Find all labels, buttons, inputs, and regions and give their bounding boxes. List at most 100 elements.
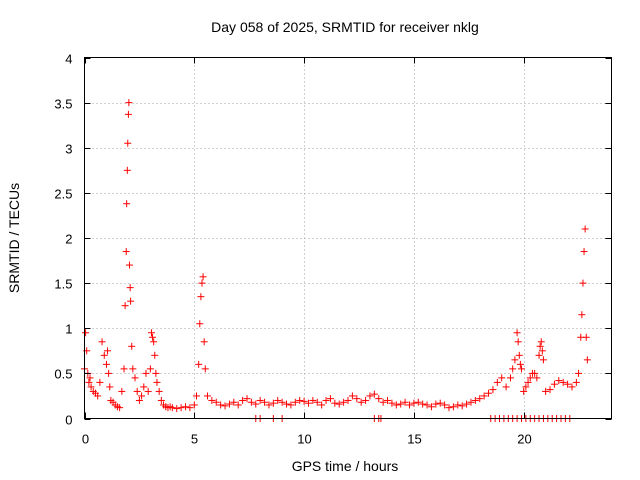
data-point <box>201 365 209 373</box>
data-point <box>98 338 106 346</box>
data-point <box>123 200 131 208</box>
data-point <box>575 369 583 377</box>
data-point <box>177 404 185 412</box>
data-point <box>196 320 204 328</box>
data-point <box>291 398 299 406</box>
data-point <box>129 365 137 373</box>
data-point <box>522 383 530 391</box>
x-tick-label: 10 <box>297 432 311 447</box>
data-point <box>335 400 343 408</box>
data-point <box>582 333 590 341</box>
x-tick-label: 20 <box>517 432 531 447</box>
data-point <box>138 392 146 400</box>
data-point <box>212 398 220 406</box>
data-point <box>546 386 554 394</box>
data-point <box>476 395 484 403</box>
data-point <box>427 403 435 411</box>
data-point <box>379 398 387 406</box>
data-point <box>208 396 216 404</box>
data-point <box>146 365 154 373</box>
y-tick-label: 3 <box>65 142 72 157</box>
data-point <box>538 347 546 355</box>
data-point <box>197 293 205 301</box>
y-tick-label: 2 <box>65 232 72 247</box>
data-point <box>506 374 514 382</box>
data-point <box>511 356 519 364</box>
data-point <box>186 404 194 412</box>
data-point <box>157 396 165 404</box>
data-point <box>515 351 523 359</box>
data-point <box>149 333 157 341</box>
data-point <box>384 396 392 404</box>
data-point <box>555 377 563 385</box>
data-point <box>135 396 143 404</box>
data-points <box>81 99 591 422</box>
data-point <box>140 383 148 391</box>
data-point <box>102 360 110 368</box>
data-point <box>580 248 588 256</box>
y-tick-label: 2.5 <box>54 187 72 202</box>
data-point <box>572 378 580 386</box>
data-point <box>542 387 550 395</box>
x-axis-label: GPS time / hours <box>292 458 399 474</box>
data-point <box>142 369 150 377</box>
chart-title: Day 058 of 2025, SRMTID for receiver nkl… <box>211 19 479 35</box>
data-point <box>296 396 304 404</box>
data-point <box>304 399 312 407</box>
data-point <box>410 399 418 407</box>
data-point <box>123 166 131 174</box>
data-point <box>124 110 132 118</box>
data-point <box>480 392 488 400</box>
data-point <box>82 329 90 337</box>
data-point <box>200 338 208 346</box>
data-point <box>401 398 409 406</box>
axis-ticks: 0 0.5 1 1.5 2 2.5 3 3.5 4 0 5 10 15 20 <box>54 52 612 447</box>
data-point <box>509 365 517 373</box>
data-point <box>173 405 181 413</box>
data-point <box>151 351 159 359</box>
data-point <box>432 400 440 408</box>
data-point <box>313 398 321 406</box>
data-point <box>247 398 255 406</box>
data-point <box>230 398 238 406</box>
data-point <box>221 402 229 410</box>
data-point <box>131 374 139 382</box>
data-point <box>168 404 176 412</box>
data-point <box>463 400 471 408</box>
data-point <box>467 398 475 406</box>
data-point <box>94 392 102 400</box>
data-point <box>414 398 422 406</box>
data-point <box>106 383 114 391</box>
data-point <box>86 374 94 382</box>
data-point <box>344 396 352 404</box>
y-tick-label: 0.5 <box>54 367 72 382</box>
data-point <box>516 360 524 368</box>
data-point <box>269 399 277 407</box>
data-point <box>203 392 211 400</box>
data-point <box>331 399 339 407</box>
data-point <box>322 396 330 404</box>
data-point <box>152 369 160 377</box>
data-point <box>537 338 545 346</box>
data-point <box>513 329 521 337</box>
data-point <box>118 387 126 395</box>
data-point <box>116 404 124 412</box>
data-point <box>579 279 587 287</box>
data-point <box>419 400 427 408</box>
data-point <box>127 297 135 305</box>
x-tick-label: 15 <box>407 432 421 447</box>
data-point <box>87 383 95 391</box>
data-point <box>536 342 544 350</box>
data-point <box>261 398 269 406</box>
data-point <box>318 401 326 409</box>
data-point <box>100 351 108 359</box>
data-point <box>485 389 493 397</box>
data-point <box>539 356 547 364</box>
grid <box>84 57 612 419</box>
data-point <box>243 395 251 403</box>
data-point <box>524 378 532 386</box>
data-point <box>199 273 207 281</box>
data-point <box>520 387 528 395</box>
